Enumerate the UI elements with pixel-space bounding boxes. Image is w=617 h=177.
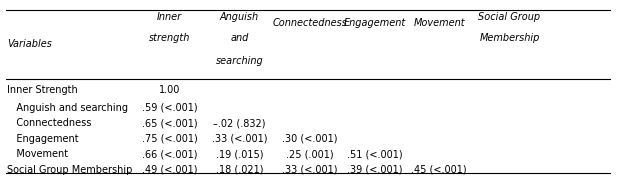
Text: .19 (.015): .19 (.015)	[216, 149, 263, 159]
Text: .59 (<.001): .59 (<.001)	[142, 103, 197, 113]
Text: Connectedness: Connectedness	[273, 18, 347, 28]
Text: Movement: Movement	[7, 149, 68, 159]
Text: .75 (<.001): .75 (<.001)	[142, 134, 197, 144]
Text: .39 (<.001): .39 (<.001)	[347, 165, 402, 175]
Text: Anguish: Anguish	[220, 12, 259, 22]
Text: .18 (.021): .18 (.021)	[216, 165, 263, 175]
Text: .45 (<.001): .45 (<.001)	[412, 165, 467, 175]
Text: Social Group: Social Group	[479, 12, 540, 22]
Text: 1.00: 1.00	[159, 85, 180, 95]
Text: .30 (<.001): .30 (<.001)	[282, 134, 337, 144]
Text: .25 (.001): .25 (.001)	[286, 149, 334, 159]
Text: Inner Strength: Inner Strength	[7, 85, 78, 95]
Text: Connectedness: Connectedness	[7, 118, 92, 128]
Text: Membership: Membership	[479, 33, 540, 43]
Text: Anguish and searching: Anguish and searching	[7, 103, 128, 113]
Text: and: and	[230, 33, 249, 43]
Text: Variables: Variables	[7, 39, 52, 49]
Text: Inner: Inner	[157, 12, 182, 22]
Text: Social Group Membership: Social Group Membership	[7, 165, 133, 175]
Text: strength: strength	[149, 33, 191, 43]
Text: .66 (<.001): .66 (<.001)	[142, 149, 197, 159]
Text: Movement: Movement	[413, 18, 465, 28]
Text: .65 (<.001): .65 (<.001)	[142, 118, 197, 128]
Text: .33 (<.001): .33 (<.001)	[282, 165, 337, 175]
Text: .33 (<.001): .33 (<.001)	[212, 134, 267, 144]
Text: searching: searching	[216, 56, 263, 65]
Text: Engagement: Engagement	[344, 18, 406, 28]
Text: Engagement: Engagement	[7, 134, 79, 144]
Text: –.02 (.832): –.02 (.832)	[213, 118, 266, 128]
Text: .51 (<.001): .51 (<.001)	[347, 149, 402, 159]
Text: .49 (<.001): .49 (<.001)	[142, 165, 197, 175]
